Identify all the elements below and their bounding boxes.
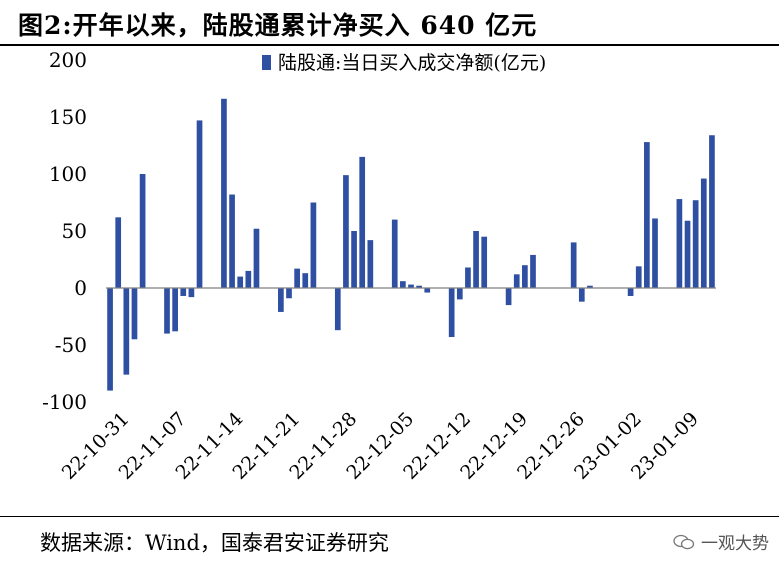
bar: [530, 254, 536, 288]
watermark: 一观大势: [673, 529, 769, 554]
bar: [635, 266, 642, 288]
bar: [700, 178, 707, 288]
legend-label: 陆股通:当日买入成交净额(亿元): [278, 52, 546, 74]
y-tick-label: 50: [62, 219, 87, 243]
legend-swatch: [262, 55, 271, 70]
bar: [334, 288, 341, 331]
bar: [644, 142, 650, 288]
bar: [391, 219, 398, 288]
bar: [456, 288, 463, 300]
y-tick-label: -100: [42, 390, 87, 414]
bar: [310, 202, 317, 288]
bar: [513, 274, 520, 288]
bar: [692, 200, 699, 288]
source-rule: [0, 516, 779, 517]
bar: [164, 288, 170, 334]
bar: [278, 288, 284, 312]
bar: [172, 288, 178, 332]
bar: [587, 285, 593, 288]
bar: [408, 284, 414, 288]
bar: [302, 273, 309, 288]
bar: [367, 240, 374, 288]
y-tick-label: -50: [55, 333, 87, 357]
bar: [229, 194, 235, 288]
bar: [424, 288, 431, 293]
bar: [359, 156, 366, 288]
bar: [131, 288, 138, 340]
bar: [115, 217, 122, 288]
bar: [465, 267, 471, 288]
bar: [188, 288, 195, 298]
bar: [180, 288, 187, 296]
bar: [627, 288, 634, 296]
bar: [522, 265, 528, 288]
y-tick-label: 0: [74, 276, 87, 300]
bar-chart: -100-5005010015020022-10-3122-11-0722-11…: [42, 48, 716, 484]
bar: [294, 268, 300, 288]
bar: [286, 288, 292, 299]
bar: [107, 288, 113, 391]
source-note: 数据来源：Wind，国泰君安证券研究: [40, 531, 389, 555]
wechat-icon: [673, 534, 695, 549]
bar: [416, 285, 422, 288]
bar: [237, 276, 244, 288]
watermark-text: 一观大势: [701, 534, 769, 554]
bar: [448, 288, 455, 338]
bar: [123, 288, 130, 375]
bar: [652, 218, 658, 288]
bar: [351, 231, 357, 288]
bar: [253, 228, 260, 288]
bar: [505, 288, 512, 306]
bar: [221, 98, 227, 288]
y-tick-label: 100: [49, 162, 87, 186]
y-tick-label: 200: [49, 48, 87, 72]
title-rule: [0, 44, 779, 46]
bar: [139, 174, 146, 288]
figure-title: 图2:开年以来，陆股通累计净买入 640 亿元: [18, 11, 538, 40]
bar: [196, 120, 203, 288]
bar: [570, 242, 577, 288]
bar: [245, 270, 252, 288]
y-tick-label: 150: [49, 105, 87, 129]
bar: [473, 231, 479, 288]
bar: [676, 199, 683, 288]
bar: [709, 135, 715, 288]
bar: [400, 281, 406, 288]
bar: [578, 288, 585, 302]
bar: [684, 220, 691, 288]
bar: [343, 175, 349, 288]
bar: [481, 236, 488, 288]
